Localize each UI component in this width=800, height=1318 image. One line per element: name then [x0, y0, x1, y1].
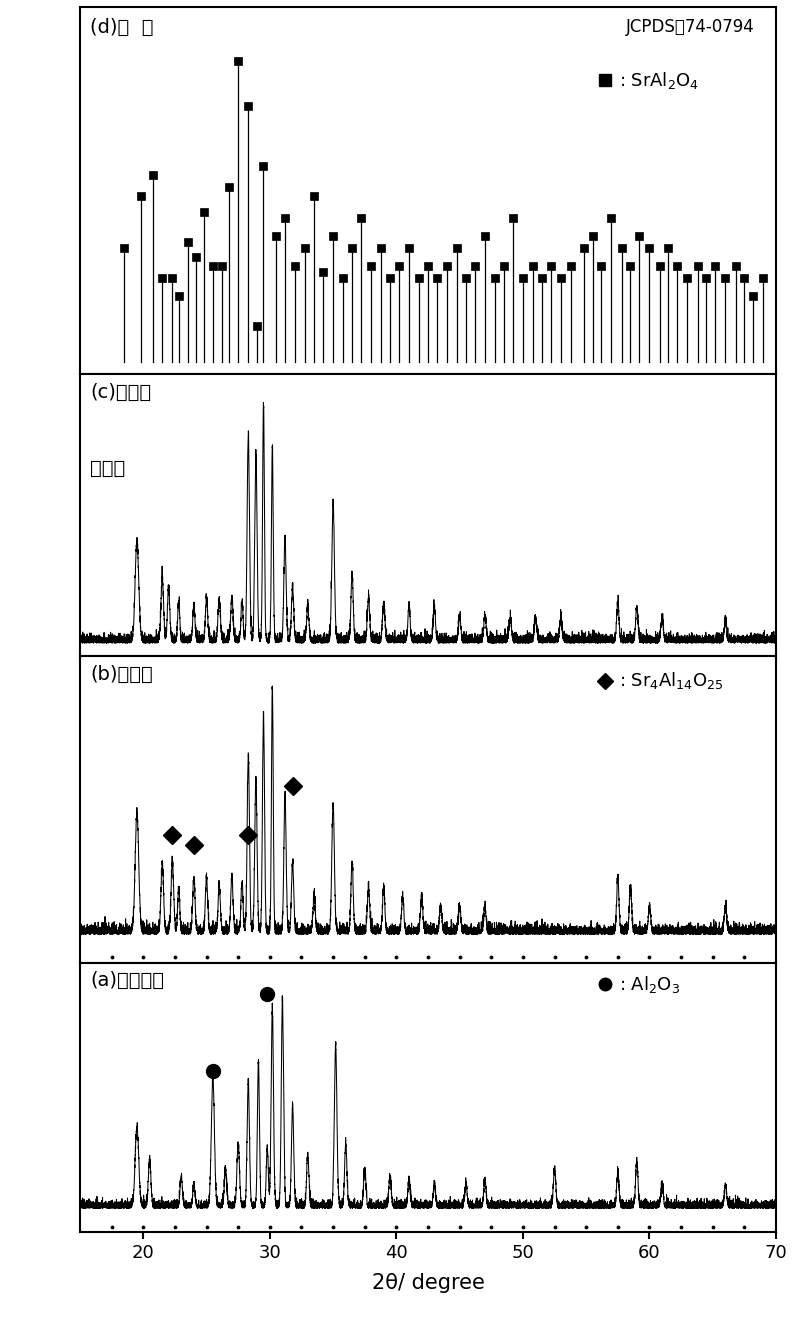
Text: (d)标  样: (d)标 样	[90, 17, 154, 37]
Text: (c)加碘酸: (c)加碘酸	[90, 382, 151, 402]
Text: (b)加碘酸: (b)加碘酸	[90, 666, 153, 684]
Text: : Sr$_4$Al$_{14}$O$_{25}$: : Sr$_4$Al$_{14}$O$_{25}$	[619, 671, 724, 691]
Text: : SrAl$_2$O$_4$: : SrAl$_2$O$_4$	[619, 70, 700, 91]
X-axis label: 2θ/ degree: 2θ/ degree	[371, 1273, 485, 1293]
Text: JCPDS：74-0794: JCPDS：74-0794	[626, 17, 755, 36]
Text: 与稀土: 与稀土	[90, 459, 126, 478]
Text: (a)不加碘酸: (a)不加碘酸	[90, 971, 165, 990]
Text: : Al$_2$O$_3$: : Al$_2$O$_3$	[619, 974, 681, 995]
